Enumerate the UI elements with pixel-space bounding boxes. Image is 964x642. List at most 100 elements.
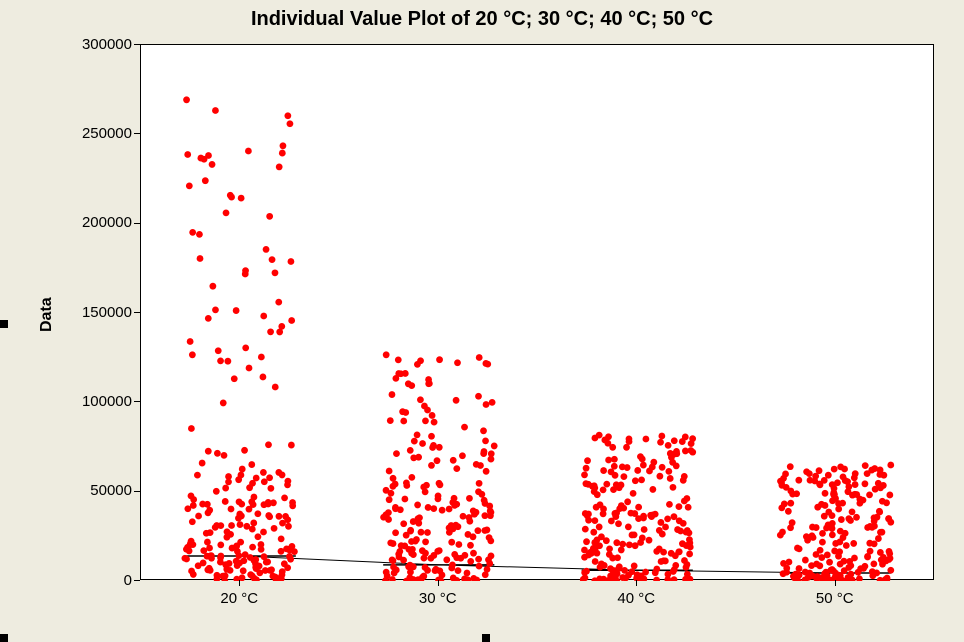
data-point [781,501,788,508]
data-point [592,435,599,442]
data-point [867,523,874,530]
data-point [248,461,255,468]
data-point [222,561,229,568]
data-point [887,462,894,469]
x-tick-mark [636,580,637,586]
data-point [402,409,409,416]
data-point [662,558,669,565]
data-point [431,419,438,426]
data-point [291,548,298,555]
data-point [204,566,211,573]
data-point [220,400,227,407]
data-point [233,307,240,314]
data-point [483,468,490,475]
data-point [279,472,286,479]
data-point [777,478,784,485]
data-point [464,570,471,577]
data-point [601,562,608,569]
data-point [821,573,828,580]
data-point [789,491,796,498]
data-point [818,554,825,561]
data-point [430,442,437,449]
y-tick-mark [134,133,140,134]
data-point [835,506,842,513]
data-point [684,495,691,502]
data-point [626,438,633,445]
data-point [664,515,671,522]
data-point [400,418,407,425]
y-tick-label: 50000 [52,482,132,499]
data-point [419,574,426,581]
data-point [434,457,441,464]
data-point [455,567,462,574]
data-point [419,440,426,447]
data-point [605,457,612,464]
data-point [489,399,496,406]
x-tick-label: 40 °C [576,590,696,607]
data-point [872,486,879,493]
data-point [401,496,408,503]
data-point [430,505,437,512]
data-point [288,317,295,324]
data-point [627,510,634,517]
data-point [791,574,798,581]
x-tick-mark [239,580,240,586]
resize-handle[interactable] [482,634,490,642]
data-point [802,557,809,564]
data-point [209,283,216,290]
data-point [840,473,847,480]
data-point [260,374,267,381]
data-point [832,495,839,502]
data-point [407,527,414,534]
data-point [887,567,894,574]
data-point [256,569,263,576]
data-point [189,229,196,236]
data-point [224,358,231,365]
data-point [826,559,833,566]
data-point [260,313,267,320]
resize-handle[interactable] [0,320,8,328]
data-point [194,472,201,479]
plot-svg [141,45,935,581]
data-point [448,539,455,546]
data-point [228,506,235,513]
data-point [611,456,618,463]
data-point [689,435,696,442]
data-point [215,347,222,354]
data-point [414,431,421,438]
data-point [246,506,253,513]
data-point [605,433,612,440]
data-point [473,461,480,468]
data-point [222,498,229,505]
data-point [429,412,436,419]
data-point [475,556,482,563]
data-point [783,484,790,491]
data-point [260,469,267,476]
data-point [424,529,431,536]
data-point [853,514,860,521]
data-point [249,480,256,487]
data-point [487,508,494,515]
data-point [649,486,656,493]
data-point [423,482,430,489]
data-point [435,495,442,502]
data-point [206,545,213,552]
data-point [870,560,877,567]
data-point [665,571,672,578]
data-point [795,477,802,484]
data-point [639,456,646,463]
y-tick-mark [134,312,140,313]
data-point [620,473,627,480]
data-point [590,529,597,536]
data-point [476,480,483,487]
data-point [782,471,789,478]
data-point [656,473,663,480]
data-point [209,161,216,168]
x-tick-mark [438,580,439,586]
data-point [478,491,485,498]
resize-handle[interactable] [0,634,8,642]
data-point [258,354,265,361]
data-point [450,525,457,532]
data-point [258,541,265,548]
data-point [411,438,418,445]
